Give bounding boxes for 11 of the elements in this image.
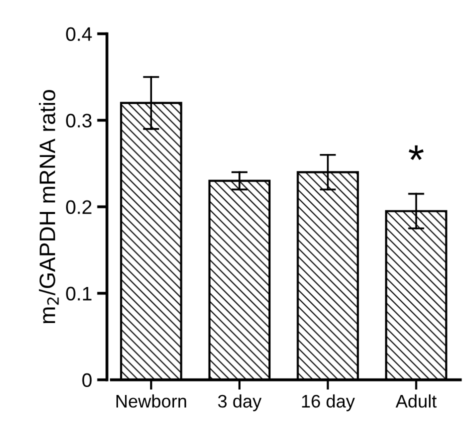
y-tick-label: 0.1 — [66, 286, 92, 301]
y-axis-title: m$_{2}$/GAPDH mRNA ratio — [38, 90, 59, 324]
y-tick-label: 0.2 — [66, 200, 92, 214]
y-tick-label: 0.3 — [66, 114, 92, 128]
x-tick-label: Adult — [396, 394, 437, 408]
y-tick-label: 0.4 — [66, 27, 92, 41]
x-tick-label: 16 day — [302, 394, 355, 412]
y-tick-label: 0 — [82, 373, 92, 388]
x-tick-label: 3 day — [218, 394, 262, 412]
x-tick-label: Newborn — [116, 394, 186, 408]
annotation: * — [408, 145, 424, 160]
